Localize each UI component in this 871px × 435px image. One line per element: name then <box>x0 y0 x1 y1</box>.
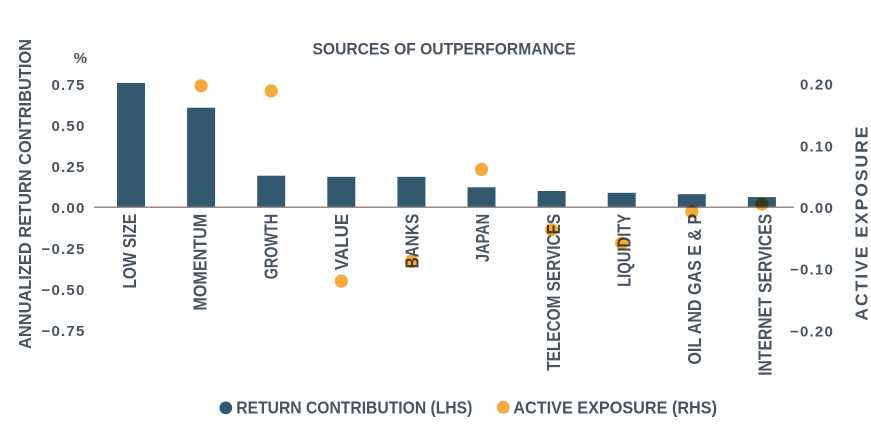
svg-text:0.50: 0.50 <box>52 118 86 135</box>
svg-text:ACTIVE EXPOSURE: ACTIVE EXPOSURE <box>852 127 871 321</box>
svg-text:OIL AND GAS E & P: OIL AND GAS E & P <box>684 214 705 365</box>
svg-text:RETURN CONTRIBUTION (LHS): RETURN CONTRIBUTION (LHS) <box>236 398 472 418</box>
svg-text:TELECOM SERVICES: TELECOM SERVICES <box>543 214 564 371</box>
svg-text:SOURCES OF OUTPERFORMANCE: SOURCES OF OUTPERFORMANCE <box>313 41 576 59</box>
svg-text:−0.75: −0.75 <box>42 323 86 340</box>
svg-text:−0.50: −0.50 <box>42 282 86 299</box>
svg-text:0.20: 0.20 <box>800 77 834 94</box>
svg-text:MOMENTUM: MOMENTUM <box>190 214 211 311</box>
svg-text:GROWTH: GROWTH <box>260 214 281 279</box>
svg-text:0.25: 0.25 <box>52 159 86 176</box>
svg-text:%: % <box>74 50 89 67</box>
svg-text:ANNUALIZED RETURN CONTRIBUTION: ANNUALIZED RETURN CONTRIBUTION <box>15 39 35 349</box>
svg-text:0.10: 0.10 <box>800 138 834 155</box>
svg-text:VALUE: VALUE <box>331 214 352 270</box>
svg-text:0.75: 0.75 <box>52 77 86 94</box>
svg-text:−0.25: −0.25 <box>42 241 86 258</box>
svg-text:LOW SIZE: LOW SIZE <box>119 214 140 289</box>
svg-text:−0.10: −0.10 <box>790 262 834 279</box>
svg-text:ACTIVE EXPOSURE (RHS): ACTIVE EXPOSURE (RHS) <box>513 398 717 418</box>
svg-text:0.00: 0.00 <box>52 200 86 217</box>
svg-text:INTERNET SERVICES: INTERNET SERVICES <box>755 214 776 376</box>
svg-text:LIQUIDITY: LIQUIDITY <box>613 213 634 287</box>
svg-text:−0.20: −0.20 <box>790 323 834 340</box>
svg-text:BANKS: BANKS <box>402 214 423 269</box>
svg-text:0.00: 0.00 <box>800 200 834 217</box>
svg-text:JAPAN: JAPAN <box>472 214 493 262</box>
